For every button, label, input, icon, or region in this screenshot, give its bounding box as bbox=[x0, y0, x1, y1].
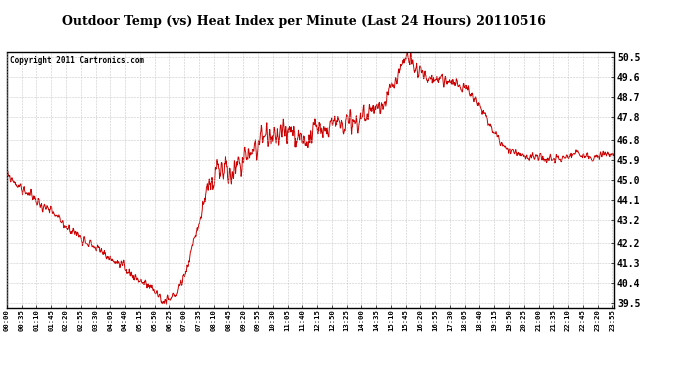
Text: Copyright 2011 Cartronics.com: Copyright 2011 Cartronics.com bbox=[10, 56, 144, 65]
Text: Outdoor Temp (vs) Heat Index per Minute (Last 24 Hours) 20110516: Outdoor Temp (vs) Heat Index per Minute … bbox=[61, 15, 546, 28]
